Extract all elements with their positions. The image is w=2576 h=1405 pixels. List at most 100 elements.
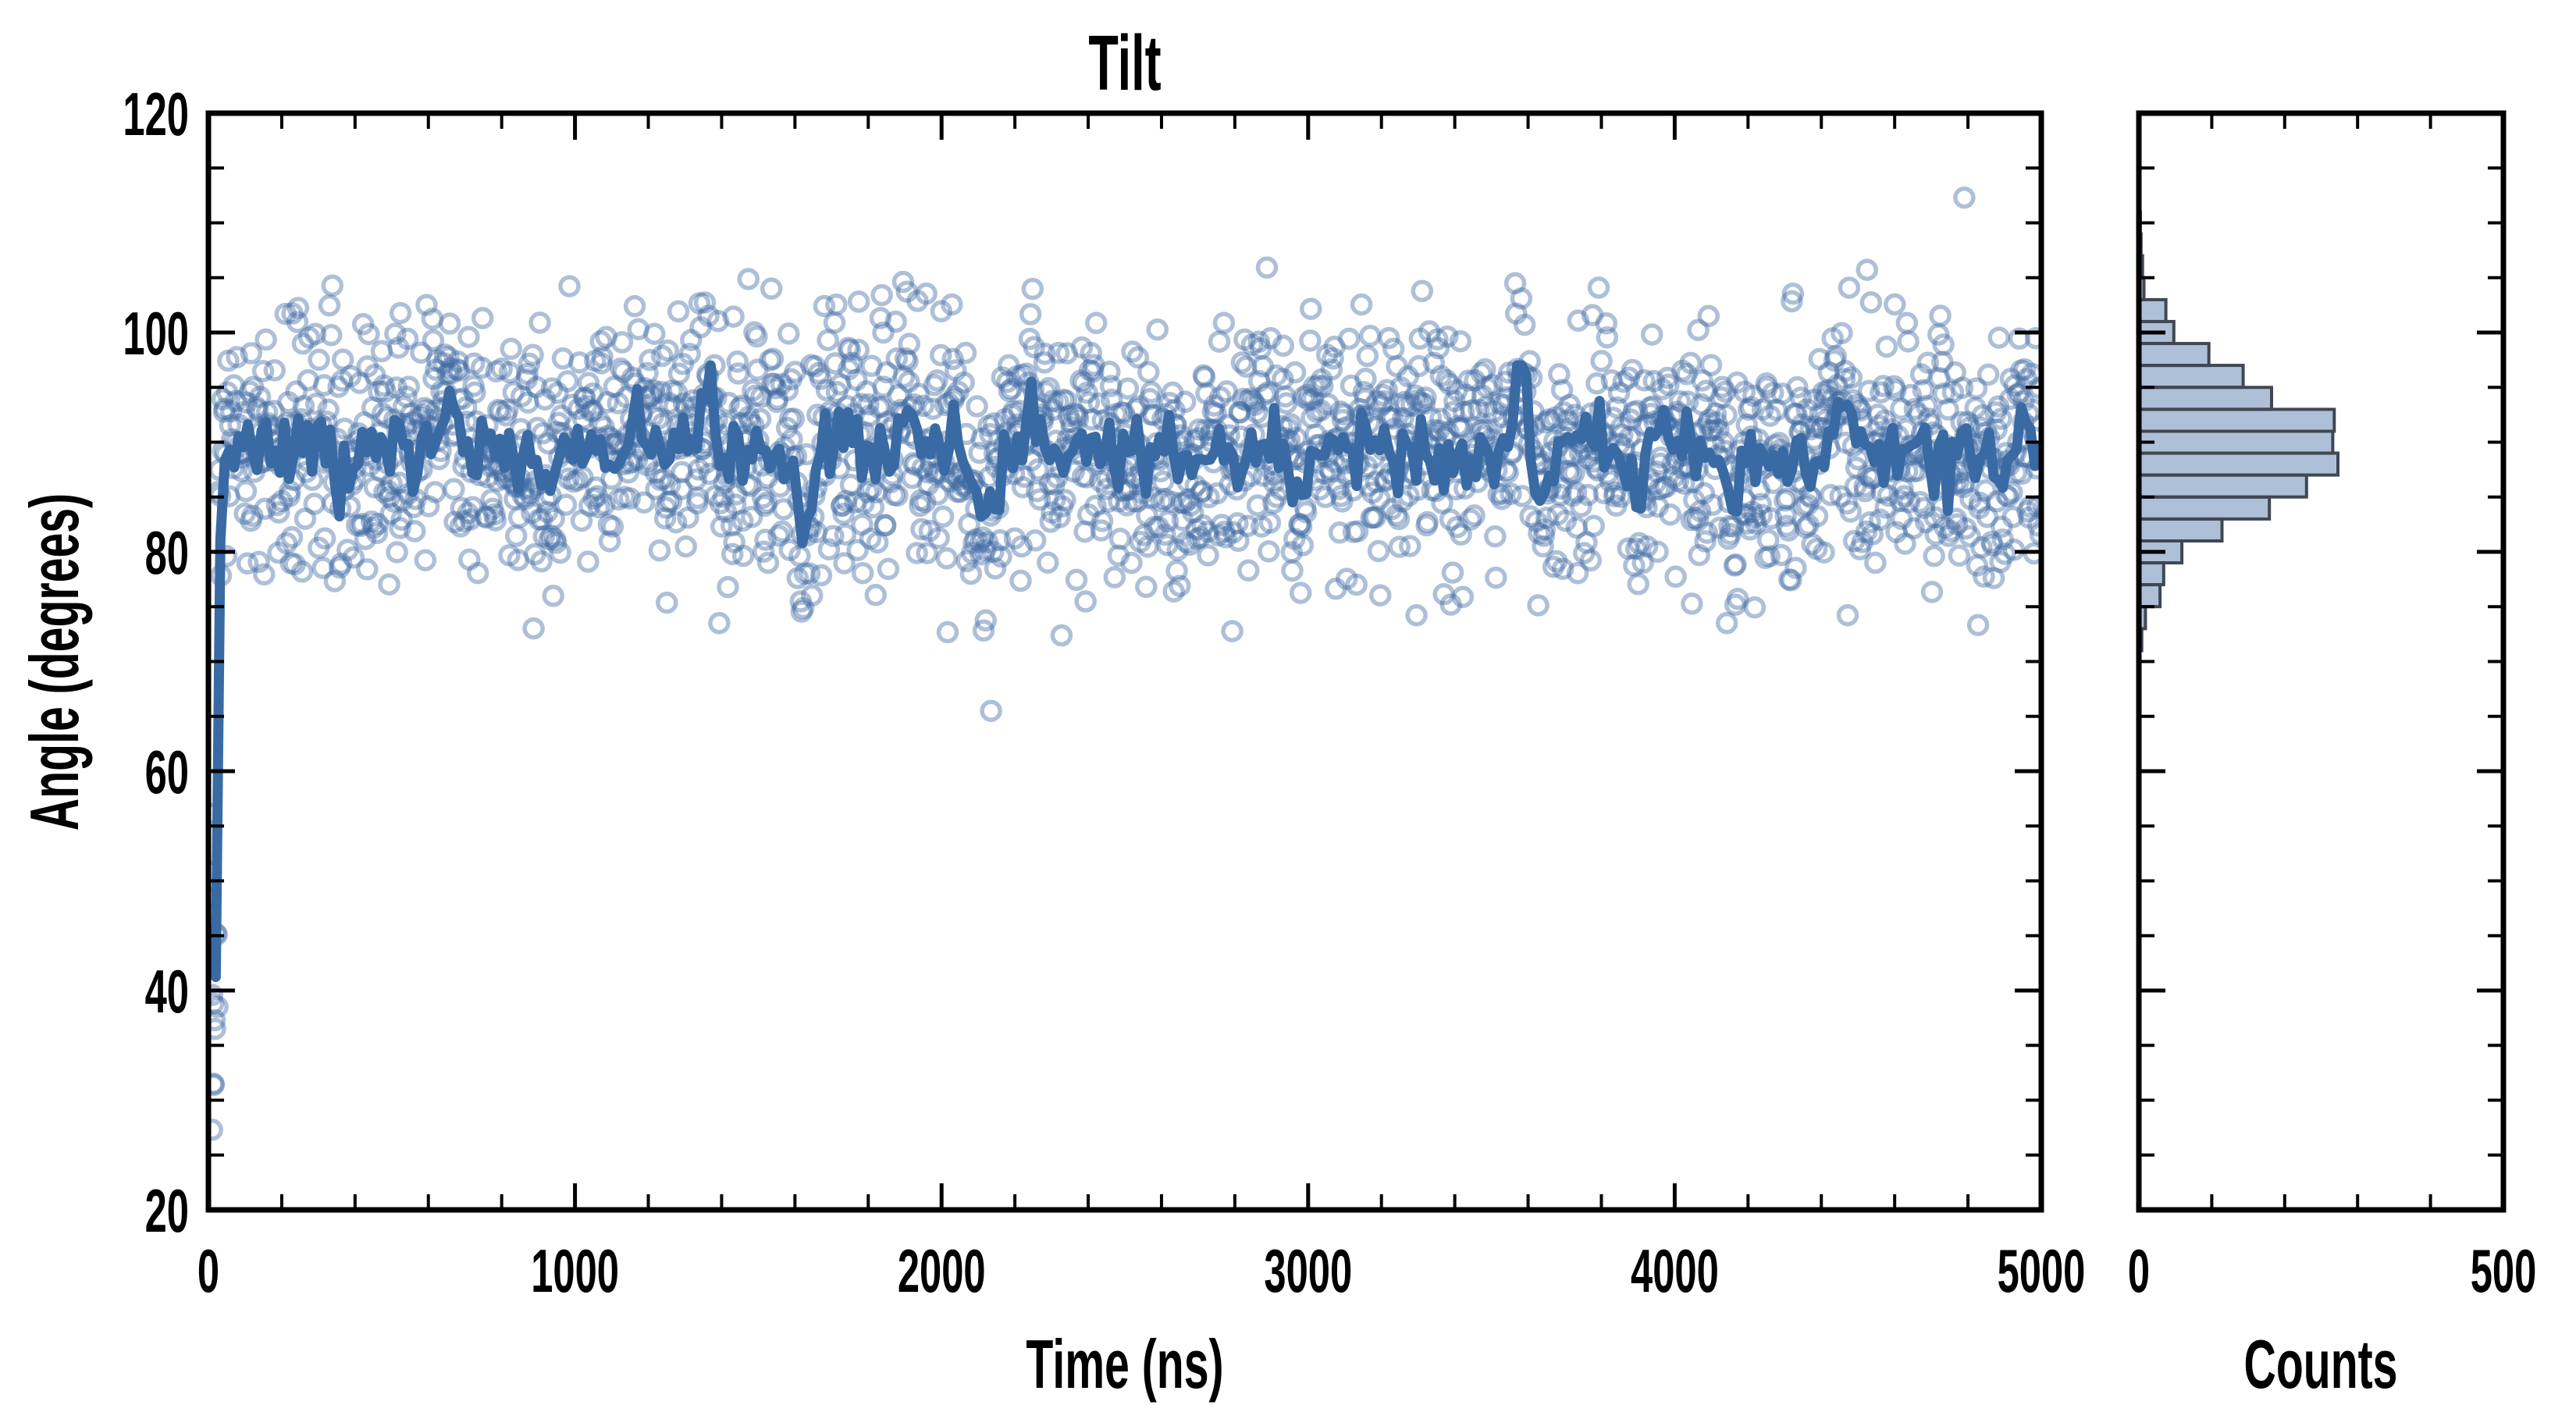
scatter-point [297,368,319,392]
scatter-point [1242,389,1265,412]
scatter-point [955,550,979,573]
scatter-point [368,380,390,403]
scatter-point [1329,485,1353,507]
scatter-point [1439,593,1462,616]
scatter-point [1631,551,1654,574]
scatter-point [935,547,959,570]
scatter-point [356,355,379,378]
scatter-point [970,542,992,566]
scatter-point [1548,363,1571,386]
scatter-point [686,486,710,510]
scatter-point [1073,520,1096,543]
scatter-point [1951,376,1974,400]
scatter-point [1490,487,1514,510]
scatter-point [1999,368,2023,390]
scatter-point [743,321,766,344]
scatter-point [968,441,991,464]
scatter-point [680,329,703,351]
scatter-point [598,530,621,553]
scatter-point [1804,415,1827,438]
scatter-point [1844,475,1867,498]
scatter-point [1680,509,1703,532]
scatter-point [392,395,415,418]
scatter-point [1681,592,1703,615]
scatter-point [1085,311,1108,335]
scatter-point [1481,374,1503,397]
scatter-point [1974,478,1998,502]
scatter-point [1973,565,1995,588]
scatter-point [238,380,262,404]
scatter-point [1364,471,1388,493]
scatter-point [580,400,603,423]
scatter-point [1121,490,1144,513]
scatter-point [1080,341,1102,365]
scatter-point [570,509,593,532]
scatter-point [643,322,666,345]
scatter-point [1770,382,1794,405]
scatter-point [1603,485,1626,507]
scatter-point [1204,402,1227,425]
scatter-point [1959,488,1982,510]
scatter-point [481,497,504,521]
scatter-point [1724,593,1747,617]
scatter-point [869,307,892,329]
scatter-point [1971,404,1994,427]
scatter-point [304,322,327,346]
scatter-point [1311,375,1334,398]
scatter-point [1470,361,1493,385]
scatter-point [1320,358,1343,381]
scatter-point [1228,400,1251,424]
scatter-point [1258,540,1280,563]
scatter-point [1213,521,1236,543]
scatter-point [1627,573,1649,596]
scatter-point [930,343,952,367]
scatter-point [727,362,750,385]
scatter-point [731,394,753,417]
scatter-point [371,402,394,425]
scatter-point [1060,416,1083,439]
scatter-point [1711,375,1734,399]
scatter-point [1781,282,1805,305]
scatter-point [1138,387,1162,411]
scatter-point [781,428,803,451]
scatter-point [336,539,359,561]
scatter-point [720,514,743,537]
scatter-point [575,395,598,418]
scatter-point [906,290,929,312]
scatter-point [1367,539,1390,563]
scatter-point [667,362,691,386]
scatter-point [2024,327,2041,350]
scatter-point [1448,417,1471,439]
scatter-point [1368,584,1392,606]
scatter-point [664,510,688,534]
scatter-point [1836,603,1859,627]
scatter-point [671,353,695,375]
scatter-point [1235,355,1258,378]
scatter-point [1909,363,1933,386]
scatter-point [1856,258,1879,281]
scatter-point [815,379,838,402]
scatter-point [1170,491,1193,514]
x-tick-label: 3000 [1264,1236,1352,1305]
scatter-point [653,507,677,530]
scatter-point [234,480,258,503]
scatter-point [466,561,489,585]
scatter-point [1137,535,1159,558]
scatter-point [1121,340,1144,363]
scatter-point [1070,336,1094,359]
scatter-point [724,493,747,516]
scatter-point [582,382,604,405]
scatter-point [597,514,621,536]
scatter-point [1545,550,1568,573]
scatter-point [1042,398,1065,422]
scatter-point [1451,585,1475,609]
y-tick-label: 100 [123,299,189,368]
scatter-point [1332,403,1355,426]
scatter-point [461,496,484,519]
scatter-point [947,380,970,404]
scatter-point [1361,506,1385,529]
scatter-point [365,521,389,545]
scatter-point [474,505,497,528]
scatter-point [303,493,326,515]
scatter-point [1452,400,1475,423]
